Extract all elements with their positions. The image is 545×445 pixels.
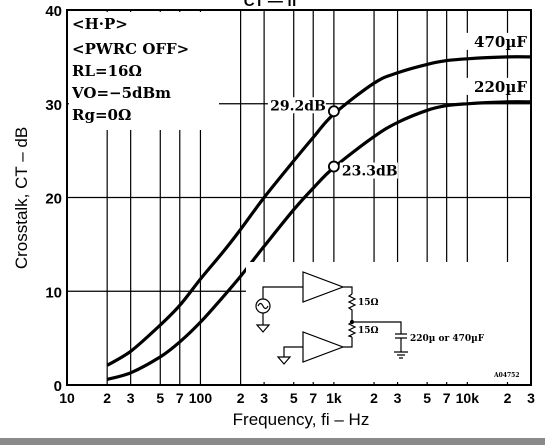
bottom-rule bbox=[0, 438, 545, 445]
x-axis-label: Frequency, fi – Hz bbox=[233, 410, 370, 429]
x-tick-label: 3 bbox=[127, 390, 135, 406]
series-line-1 bbox=[106, 100, 532, 381]
wire-cap bbox=[352, 321, 407, 352]
series-group bbox=[106, 55, 532, 381]
series-label: 470µF bbox=[474, 33, 527, 51]
annotation-label: 29.2dB bbox=[270, 98, 326, 114]
series-line-0 bbox=[106, 55, 532, 367]
y-tick-label: 40 bbox=[45, 3, 62, 20]
x-tick-labels: 10 2 3 5 7 100 2 3 5 7 1k 2 3 5 7 10k 2 3 bbox=[59, 390, 535, 406]
wire-bottom-in bbox=[283, 346, 303, 357]
ground-cap-icon bbox=[394, 351, 408, 359]
condition-rg: Rg=0Ω bbox=[72, 106, 131, 124]
x-tick-label: 100 bbox=[189, 390, 213, 406]
junction-dot bbox=[349, 319, 355, 325]
plot-frame bbox=[66, 9, 532, 386]
condition-vo: VO=−5dBm bbox=[71, 84, 171, 102]
x-tick-label: 7 bbox=[309, 390, 317, 406]
series-labels: 470µF 220µF bbox=[463, 32, 529, 96]
annotation-bg bbox=[267, 97, 326, 114]
series-label-bg bbox=[463, 77, 529, 95]
x-tick-label: 3 bbox=[260, 390, 268, 406]
resistor-1-icon bbox=[347, 293, 357, 322]
x-tick-label: 10k bbox=[456, 390, 480, 406]
condition-rl: RL=16Ω bbox=[72, 62, 142, 80]
x-tick-label: 3 bbox=[394, 390, 402, 406]
inset-cap-label: 220µ or 470µF bbox=[410, 334, 485, 344]
annotation-marker bbox=[327, 105, 340, 118]
inset-resistor-1-label: 15Ω bbox=[358, 298, 379, 308]
series-label-bg bbox=[463, 32, 529, 50]
y-axis-label: Crosstalk, CT – dB bbox=[12, 127, 31, 269]
condition-pwrc: <PWRC OFF> bbox=[72, 40, 189, 58]
conditions-legend: <H·P> <PWRC OFF> RL=16Ω VO=−5dBm Rg=0Ω bbox=[71, 15, 189, 124]
series-label: 220µF bbox=[474, 78, 527, 96]
resistor-2-icon bbox=[347, 321, 357, 338]
y-tick-label: 10 bbox=[45, 284, 62, 301]
chart-title: CT — fi bbox=[244, 0, 297, 10]
inset-code-label: A04752 bbox=[493, 372, 520, 379]
x-tick-label: 2 bbox=[237, 390, 245, 406]
x-tick-label: 2 bbox=[504, 390, 512, 406]
x-tick-label: 10 bbox=[59, 390, 75, 406]
ground-source-icon bbox=[255, 324, 271, 333]
condition-hp: <H·P> bbox=[72, 15, 128, 33]
x-tick-label: 2 bbox=[370, 390, 378, 406]
ground-bottom-icon bbox=[276, 356, 292, 365]
annotation-label: 23.3dB bbox=[342, 164, 398, 180]
y-tick-label: 30 bbox=[45, 97, 62, 114]
x-tick-label: 2 bbox=[103, 390, 111, 406]
wire-source bbox=[262, 286, 303, 325]
y-tick-label: 0 bbox=[54, 378, 62, 395]
x-tick-label: 5 bbox=[290, 390, 298, 406]
annotation-bg bbox=[339, 162, 398, 179]
circuit-inset bbox=[246, 262, 530, 382]
x-tick-label: 3 bbox=[527, 390, 535, 406]
wire-amp-out bbox=[343, 286, 353, 348]
x-tick-label: 7 bbox=[443, 390, 451, 406]
inset-resistor-2-label: 15Ω bbox=[358, 326, 379, 336]
annotations: 29.2dB 23.3dB bbox=[267, 97, 398, 180]
x-tick-label: 5 bbox=[156, 390, 164, 406]
y-tick-labels: 0 10 20 30 40 bbox=[45, 3, 62, 395]
conditions-box-bg bbox=[69, 12, 219, 130]
x-tick-label: 1k bbox=[326, 390, 342, 406]
annotation-marker bbox=[327, 160, 340, 173]
source-wave bbox=[257, 302, 269, 310]
y-tick-label: 20 bbox=[45, 191, 62, 208]
x-tick-label: 5 bbox=[423, 390, 431, 406]
x-tick-label: 7 bbox=[176, 390, 184, 406]
